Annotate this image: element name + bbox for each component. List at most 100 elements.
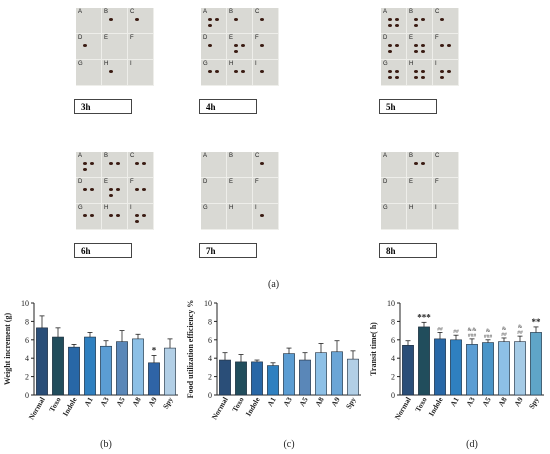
- panel-caption: (d): [466, 439, 478, 450]
- cell-letter: A: [203, 153, 208, 159]
- bar-Normal: [219, 359, 231, 396]
- photo-cell: [128, 60, 154, 86]
- photo-cell: [227, 178, 253, 204]
- bar-Toxo: [235, 361, 247, 396]
- x-tick-label: A1: [448, 395, 461, 408]
- fecal-pellet: [234, 50, 238, 53]
- fecal-pellet: [83, 214, 87, 217]
- photo-cell: [76, 178, 102, 204]
- bar-Normal: [36, 327, 48, 396]
- cell-letter: I: [130, 205, 132, 211]
- cell-letter: H: [229, 61, 234, 67]
- significance-mark: *: [152, 345, 157, 355]
- photo-cell: [227, 204, 253, 230]
- fecal-pellet: [83, 168, 87, 171]
- cell-letter: E: [104, 179, 109, 185]
- chart-weight-increment: 0 2 4 6 8 10 Weight increment (g) Normal ToxoInd…: [3, 299, 178, 450]
- cell-letter: I: [435, 61, 437, 67]
- bar-Indole: [434, 338, 446, 396]
- cell-letter: A: [383, 153, 388, 159]
- significance-mark: &: [502, 326, 507, 332]
- fecal-pellet: [116, 214, 120, 217]
- cell-letter: A: [78, 9, 83, 15]
- photo-cell: [128, 8, 154, 34]
- fecal-pellet: [440, 44, 444, 47]
- fecal-pellet: [395, 44, 399, 47]
- x-tick-label: Toxo: [230, 395, 246, 413]
- photo-cell: [102, 152, 128, 178]
- photo-cell: [407, 60, 433, 86]
- cell-letter: H: [409, 205, 414, 211]
- bar-A9: [331, 351, 343, 396]
- fecal-pellet: [414, 70, 418, 73]
- bar-Spy: [164, 347, 176, 396]
- photo-cell: [433, 178, 459, 204]
- photo-cell: [227, 34, 253, 60]
- x-tick-label: Normal: [393, 396, 413, 422]
- time-label: 5h: [379, 99, 437, 114]
- photo-cell: [381, 178, 407, 204]
- chart-food-utilization: 0 2 4 6 8 10 Food utilization efficiency % Norm…: [186, 299, 361, 450]
- y-axis-label: Food utilization efficiency %: [186, 300, 195, 398]
- y-tick-label: 8: [208, 317, 212, 326]
- fecal-pellet: [208, 70, 212, 73]
- fecal-pellet: [83, 188, 87, 191]
- bar-A8: [132, 338, 144, 396]
- bar-A3: [466, 344, 478, 396]
- y-axis-label: Weight increment (g): [3, 313, 12, 386]
- x-tick-label: A9: [512, 395, 525, 408]
- photo-cell: [381, 8, 407, 34]
- cell-letter: A: [383, 9, 388, 15]
- cell-letter: I: [255, 205, 257, 211]
- cell-letter: G: [383, 61, 388, 67]
- cell-letter: G: [78, 205, 83, 211]
- cell-letter: E: [104, 35, 109, 41]
- y-tick-label: 10: [21, 299, 29, 308]
- fecal-pellet: [388, 76, 392, 79]
- photo-3h: A B C D E F G H I: [76, 8, 154, 86]
- cell-letter: G: [203, 205, 208, 211]
- significance-mark: &&: [467, 327, 477, 333]
- time-label: 3h: [74, 99, 132, 114]
- photo-cell: [407, 178, 433, 204]
- significance-mark: ##: [517, 330, 523, 336]
- cell-letter: D: [78, 35, 83, 41]
- x-tick-label: A9: [329, 395, 342, 408]
- cell-letter: B: [409, 153, 414, 159]
- x-tick-label: Indole: [244, 395, 262, 418]
- fecal-pellet: [135, 220, 139, 223]
- cell-letter: E: [229, 179, 234, 185]
- cell-letter: F: [130, 179, 134, 185]
- bar-A1: [267, 365, 279, 396]
- bar-A8: [498, 341, 510, 396]
- fecal-pellet: [109, 18, 113, 21]
- fecal-pellet: [414, 50, 418, 53]
- cell-letter: F: [435, 35, 439, 41]
- cell-letter: C: [130, 153, 135, 159]
- bar-A3: [283, 353, 295, 396]
- time-label: 6h: [74, 243, 132, 258]
- photo-cell: [102, 8, 128, 34]
- y-axis-label: Transit time( h): [369, 322, 378, 376]
- photo-cell: [201, 152, 227, 178]
- y-tick-label: 8: [25, 317, 29, 326]
- fecal-pellet: [414, 162, 418, 165]
- photo-5h: A B C D E F G H I: [381, 8, 459, 86]
- photo-cell: [381, 152, 407, 178]
- cell-letter: E: [229, 35, 234, 41]
- bar-Toxo: [418, 326, 430, 396]
- fecal-pellet: [414, 44, 418, 47]
- significance-mark: ***: [417, 312, 431, 322]
- x-tick-label: Normal: [27, 396, 47, 422]
- fecal-pellet: [109, 214, 113, 217]
- fecal-pellet: [421, 162, 425, 165]
- fecal-pellet: [135, 162, 139, 165]
- cell-letter: G: [203, 61, 208, 67]
- photo-8h: A B C D E F G H I: [381, 152, 459, 230]
- cell-letter: F: [255, 179, 259, 185]
- photo-cell: [201, 178, 227, 204]
- fecal-pellet: [414, 18, 418, 21]
- bar-A9: [514, 341, 526, 396]
- bar-A5: [482, 342, 494, 396]
- fecal-pellet: [421, 70, 425, 73]
